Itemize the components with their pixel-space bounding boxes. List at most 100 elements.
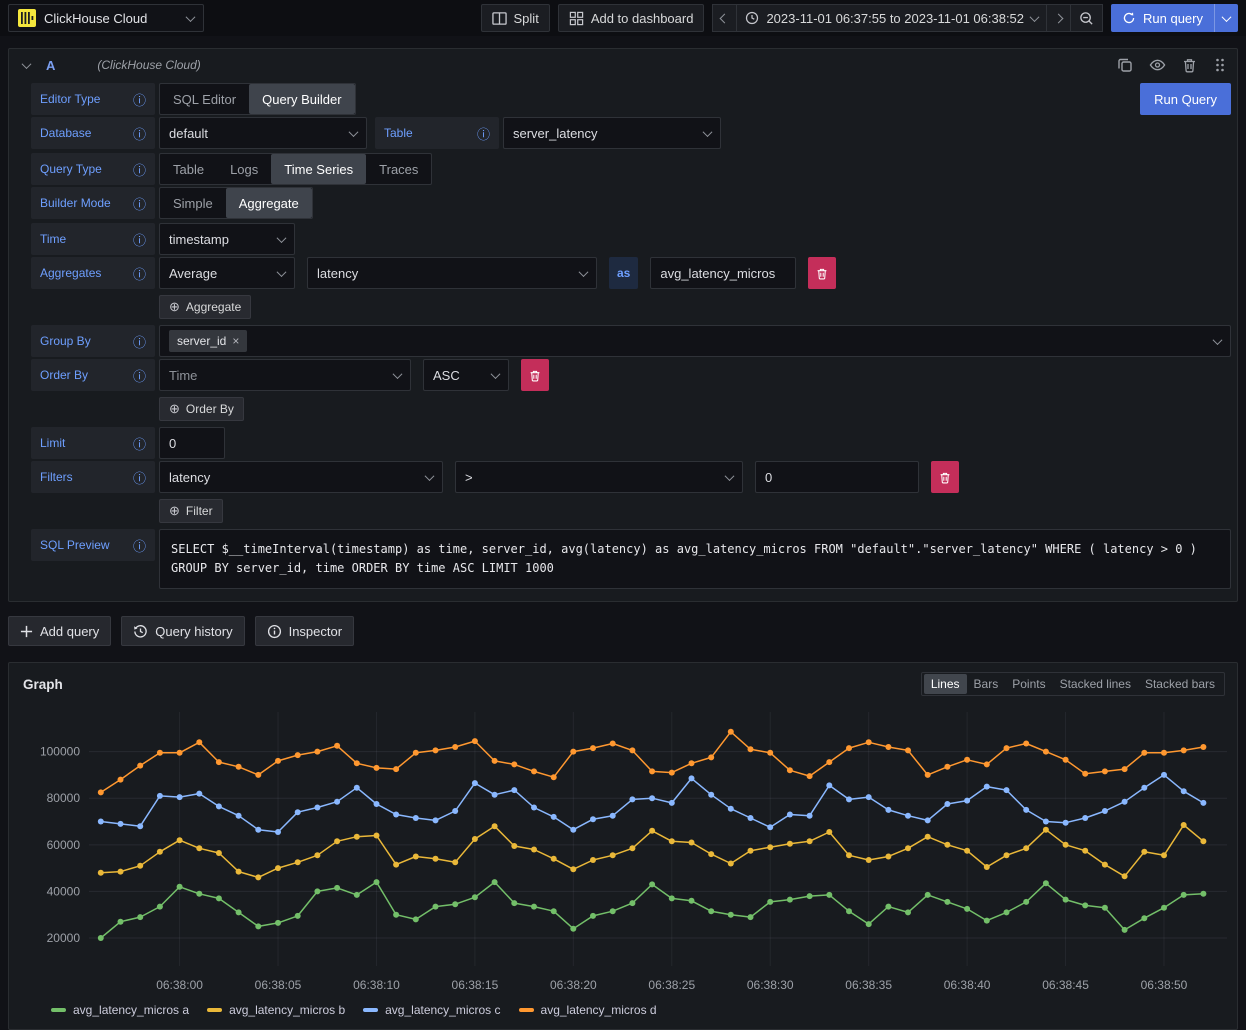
group-by-chip: server_id × [169,330,247,352]
explore-footer-buttons: Add query Query history Inspector [8,616,1238,646]
aggregate-alias-input[interactable] [660,266,786,281]
svg-text:20000: 20000 [47,931,81,945]
add-aggregate-button[interactable]: ⊕ Aggregate [159,295,251,319]
order-by-direction-select[interactable]: ASC [423,359,509,391]
hide-response-eye-icon[interactable] [1149,57,1166,73]
legend-item[interactable]: avg_latency_micros b [207,1003,345,1017]
info-icon[interactable]: ⓘ [133,366,146,385]
query-type-option-time-series[interactable]: Time Series [271,154,366,184]
legend-item[interactable]: avg_latency_micros c [363,1003,500,1017]
info-icon[interactable]: ⓘ [133,264,146,283]
filter-value-input[interactable] [765,470,909,485]
table-select[interactable]: server_latency [503,117,721,149]
time-range-button[interactable]: 2023-11-01 06:37:55 to 2023-11-01 06:38:… [736,4,1047,32]
legend-swatch [363,1008,378,1012]
svg-text:06:38:50: 06:38:50 [1141,978,1188,992]
dashboard-grid-icon [569,11,584,26]
query-ref-id: A [46,58,55,73]
table-label: Table ⓘ [375,117,499,149]
run-query-editor-button[interactable]: Run Query [1140,83,1231,115]
editor-type-option-query-builder[interactable]: Query Builder [249,84,354,114]
graph-style-option-points[interactable]: Points [1005,674,1052,694]
order-by-field-select[interactable]: Time [159,359,411,391]
add-order-by-button[interactable]: ⊕ Order By [159,397,244,421]
query-type-option-table[interactable]: Table [160,154,217,184]
info-icon[interactable]: ⓘ [133,468,146,487]
remove-chip-icon[interactable]: × [232,334,239,348]
svg-text:40000: 40000 [47,885,81,899]
query-history-button[interactable]: Query history [121,616,244,646]
filter-value-field[interactable] [755,461,919,493]
graph-style-option-bars[interactable]: Bars [967,674,1006,694]
query-editor-panel: A (ClickHouse Cloud) [8,48,1238,602]
add-query-button[interactable]: Add query [8,616,111,646]
datasource-picker[interactable]: ClickHouse Cloud [8,4,204,32]
graph-panel: Graph LinesBarsPointsStacked linesStacke… [8,662,1238,1030]
graph-style-option-stacked-lines[interactable]: Stacked lines [1053,674,1138,694]
graph-style-option-stacked-bars[interactable]: Stacked bars [1138,674,1222,694]
builder-mode-option-simple[interactable]: Simple [160,188,226,218]
time-zoom-out-button[interactable] [1070,4,1103,32]
database-table-row: Database ⓘ default Table ⓘ server_latenc… [31,117,1231,149]
query-editor-body: Editor Type ⓘ SQL EditorQuery Builder Ru… [9,81,1237,589]
add-filter-button[interactable]: ⊕ Filter [159,499,223,523]
sql-preview-label: SQL Preview ⓘ [31,529,155,561]
zoom-out-icon [1079,11,1094,26]
info-icon[interactable]: ⓘ [133,230,146,249]
filters-row: Filters ⓘ latency > [31,461,1231,493]
group-by-label: Group By ⓘ [31,325,155,357]
time-series-chart[interactable]: 2000040000600008000010000006:38:0006:38:… [9,700,1237,1001]
chevron-down-icon [1213,335,1223,345]
chevron-down-icon [579,267,589,277]
info-icon[interactable]: ⓘ [133,124,146,143]
info-icon[interactable]: ⓘ [133,332,146,351]
info-icon[interactable]: ⓘ [133,434,146,453]
aggregate-column-select[interactable]: latency [307,257,597,289]
query-type-option-logs[interactable]: Logs [217,154,271,184]
clock-icon [745,11,759,25]
filter-column-select[interactable]: latency [159,461,443,493]
group-by-multiselect[interactable]: server_id × [159,325,1231,357]
graph-style-option-lines[interactable]: Lines [924,674,967,694]
limit-field[interactable] [159,427,225,459]
limit-input[interactable] [169,436,215,451]
split-button[interactable]: Split [481,4,550,32]
order-by-row: Order By ⓘ Time ASC [31,359,1231,391]
aggregate-function-select[interactable]: Average [159,257,295,289]
filter-operator-select[interactable]: > [455,461,743,493]
chevron-down-icon [1030,12,1040,22]
info-icon[interactable]: ⓘ [477,124,490,143]
clickhouse-logo-icon [18,9,36,27]
time-shift-forward-button[interactable] [1046,4,1071,32]
query-type-option-traces[interactable]: Traces [366,154,431,184]
legend-label: avg_latency_micros d [541,1003,657,1017]
info-icon[interactable]: ⓘ [133,194,146,213]
remove-aggregate-button[interactable] [808,257,836,289]
info-icon[interactable]: ⓘ [133,160,146,179]
builder-mode-option-aggregate[interactable]: Aggregate [226,188,312,218]
chevron-down-icon [277,267,287,277]
add-to-dashboard-button[interactable]: Add to dashboard [558,4,705,32]
editor-type-option-sql-editor[interactable]: SQL Editor [160,84,249,114]
legend-item[interactable]: avg_latency_micros d [519,1003,657,1017]
info-icon[interactable]: ⓘ [133,90,146,109]
order-by-label: Order By ⓘ [31,359,155,391]
remove-order-by-button[interactable] [521,359,549,391]
aggregate-alias-field[interactable] [650,257,796,289]
sql-preview-row: SQL Preview ⓘ SELECT $__timeInterval(tim… [31,529,1231,589]
time-shift-back-button[interactable] [712,4,737,32]
database-select[interactable]: default [159,117,367,149]
split-icon [492,11,507,26]
drag-handle-icon[interactable] [1213,57,1227,73]
info-icon[interactable]: ⓘ [133,536,146,555]
run-query-options-button[interactable] [1214,4,1238,32]
run-query-button[interactable]: Run query [1111,4,1214,32]
collapse-chevron-icon[interactable] [22,59,32,69]
inspector-button[interactable]: Inspector [255,616,354,646]
legend-item[interactable]: avg_latency_micros a [51,1003,189,1017]
remove-filter-button[interactable] [931,461,959,493]
duplicate-query-icon[interactable] [1117,57,1133,73]
time-column-select[interactable]: timestamp [159,223,295,255]
graph-panel-title: Graph [23,677,63,692]
remove-query-trash-icon[interactable] [1182,57,1197,73]
